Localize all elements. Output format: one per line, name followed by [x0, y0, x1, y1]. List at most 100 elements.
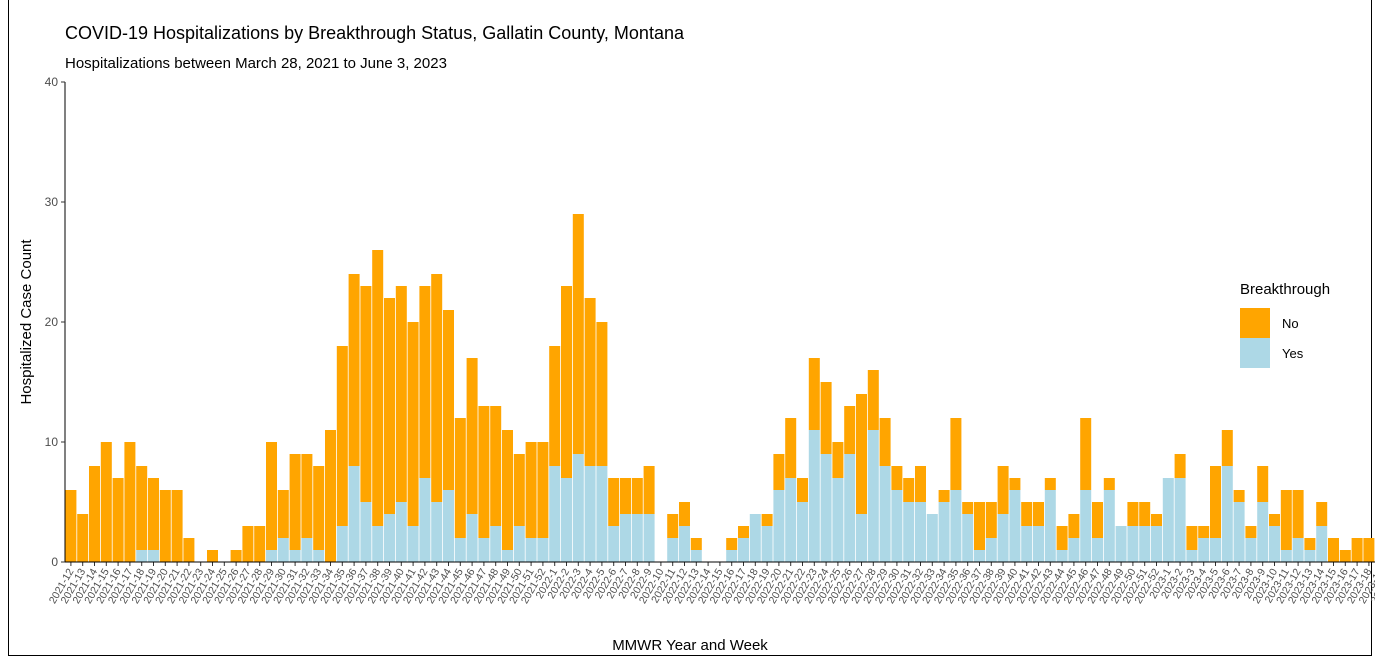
bar-no-2022-23	[808, 358, 820, 430]
bar-no-2023-15	[1328, 538, 1339, 562]
bar-yes-2023-2	[1174, 478, 1186, 562]
bar-no-2023-8	[1245, 526, 1257, 538]
bar-no-2022-39	[997, 466, 1009, 514]
bar-yes-2021-46	[466, 514, 478, 562]
bar-yes-2022-22	[797, 502, 808, 562]
bar-no-2021-31	[289, 454, 301, 550]
bar-no-2021-16	[112, 478, 124, 562]
bar-no-2021-52	[537, 442, 549, 538]
bar-no-2021-20	[159, 490, 171, 562]
bar-yes-2022-31	[903, 502, 915, 562]
bar-yes-2022-48	[1103, 490, 1115, 562]
bar-yes-2021-44	[443, 490, 454, 562]
bar-yes-2022-1	[549, 466, 561, 562]
bar-yes-2021-52	[537, 538, 549, 562]
y-tick-label: 20	[45, 315, 59, 329]
bar-no-2022-11	[667, 514, 679, 538]
bar-no-2023-16	[1339, 550, 1351, 562]
y-tick-label: 30	[45, 195, 59, 209]
bar-yes-2022-17	[738, 538, 749, 562]
bar-yes-2022-45	[1068, 538, 1080, 562]
bar-no-2021-51	[525, 442, 537, 538]
bar-no-2023-7	[1233, 490, 1245, 502]
bar-no-2022-52	[1151, 514, 1162, 526]
bar-no-2022-28	[867, 370, 879, 430]
bar-yes-2022-34	[938, 502, 950, 562]
bar-no-2022-41	[1021, 502, 1033, 526]
bar-yes-2022-16	[726, 550, 738, 562]
bar-no-2021-26	[230, 550, 242, 562]
bar-yes-2023-12	[1292, 538, 1304, 562]
bar-yes-2022-35	[950, 490, 962, 562]
legend: Breakthrough No Yes	[1240, 281, 1330, 368]
bar-yes-2022-39	[997, 514, 1009, 562]
legend-swatch-no	[1240, 308, 1270, 338]
bar-yes-2021-30	[277, 538, 289, 562]
bar-no-2021-41	[407, 322, 419, 526]
bar-no-2022-13	[690, 538, 702, 550]
bar-no-2022-45	[1068, 514, 1080, 538]
bar-yes-2021-43	[431, 502, 443, 562]
bar-no-2021-44	[443, 310, 454, 490]
axes-group: 0 10 20 30 40	[45, 75, 1375, 569]
bar-no-2021-29	[266, 442, 277, 550]
bar-no-2023-9	[1257, 466, 1269, 502]
bar-yes-2023-13	[1304, 550, 1316, 562]
bar-no-2022-36	[962, 502, 974, 514]
bar-yes-2021-51	[525, 538, 537, 562]
bar-yes-2023-6	[1221, 466, 1233, 562]
bar-no-2022-24	[820, 382, 832, 454]
bar-no-2021-33	[313, 466, 325, 550]
bar-no-2022-48	[1103, 478, 1115, 490]
bar-yes-2022-4	[584, 466, 596, 562]
bar-no-2022-32	[915, 466, 926, 502]
bar-no-2021-18	[136, 466, 148, 550]
bar-yes-2022-29	[879, 466, 891, 562]
bar-yes-2021-41	[407, 526, 419, 562]
bar-yes-2022-36	[962, 514, 974, 562]
bar-yes-2021-36	[348, 466, 360, 562]
bar-yes-2023-8	[1245, 538, 1257, 562]
bar-yes-2023-11	[1280, 550, 1292, 562]
bar-no-2021-12	[65, 490, 77, 562]
bar-no-2022-16	[726, 538, 738, 550]
bar-yes-2021-35	[336, 526, 348, 562]
bar-no-2022-31	[903, 478, 915, 502]
y-tick-label: 0	[51, 555, 58, 569]
y-axis-title: Hospitalized Case Count	[18, 239, 35, 405]
legend-label-no: No	[1282, 316, 1299, 331]
bar-yes-2022-5	[596, 466, 608, 562]
bar-no-2022-2	[561, 286, 572, 478]
bar-yes-2022-13	[690, 550, 702, 562]
bar-no-2022-8	[631, 478, 643, 514]
bar-yes-2022-9	[643, 514, 655, 562]
bar-no-2021-34	[325, 430, 336, 562]
bar-yes-2021-48	[490, 526, 502, 562]
bars-group	[65, 214, 1375, 562]
bar-yes-2022-6	[608, 526, 620, 562]
bar-no-2021-36	[348, 274, 360, 466]
bar-no-2021-46	[466, 358, 478, 514]
bar-yes-2021-32	[301, 538, 313, 562]
bar-yes-2022-20	[773, 490, 785, 562]
bar-yes-2022-43	[1044, 490, 1056, 562]
bar-no-2023-10	[1269, 514, 1280, 526]
bar-no-2022-12	[679, 502, 690, 526]
bar-no-2022-6	[608, 478, 620, 526]
bar-no-2021-43	[431, 274, 443, 502]
bar-yes-2022-50	[1127, 526, 1139, 562]
bar-no-2022-42	[1033, 502, 1044, 526]
bar-no-2023-5	[1210, 466, 1221, 538]
bar-no-2021-13	[77, 514, 89, 562]
bar-no-2021-30	[277, 490, 289, 538]
bar-no-2021-21	[171, 490, 183, 562]
bar-no-2022-46	[1080, 418, 1092, 490]
bar-yes-2023-4	[1198, 538, 1210, 562]
bar-yes-2021-45	[454, 538, 466, 562]
bar-yes-2022-40	[1009, 490, 1021, 562]
bar-yes-2022-41	[1021, 526, 1033, 562]
x-tick-labels: 2021-122021-132021-142021-152021-162021-…	[47, 566, 1375, 606]
bar-no-2022-1	[549, 346, 561, 466]
bar-no-2023-12	[1292, 490, 1304, 538]
